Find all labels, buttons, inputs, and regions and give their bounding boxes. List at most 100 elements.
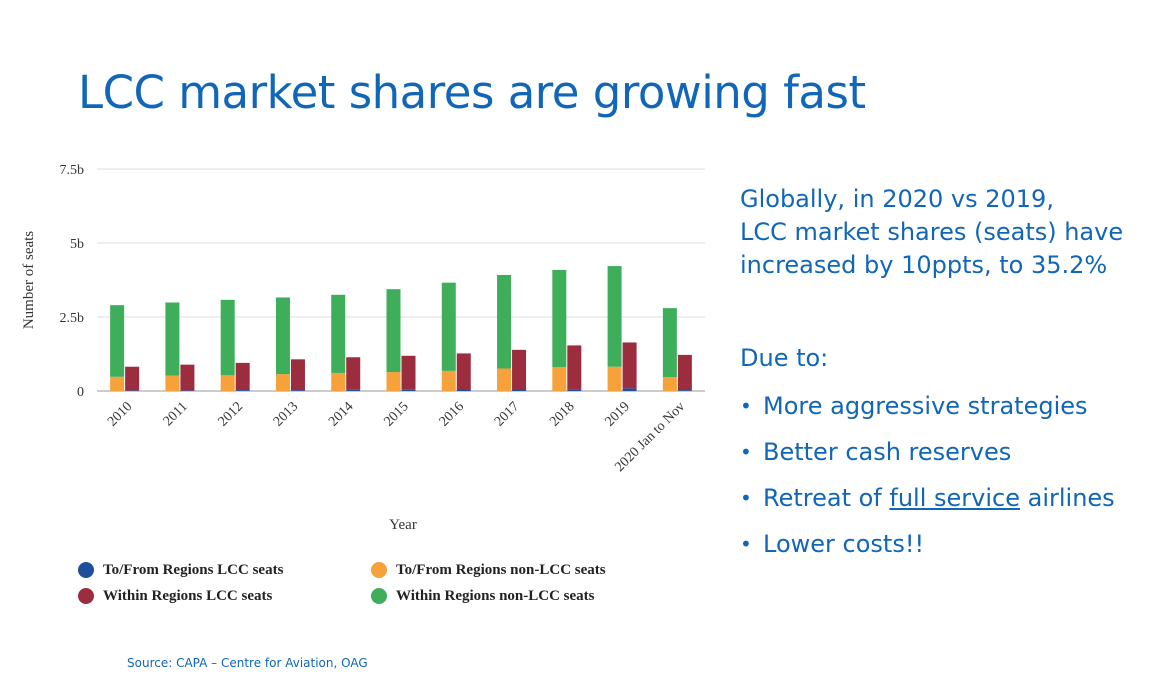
bar-segment bbox=[125, 390, 140, 391]
legend-swatch-within-lcc bbox=[78, 588, 94, 604]
bar-segment bbox=[567, 345, 582, 390]
bullet-icon: • bbox=[740, 532, 752, 556]
bar-segment bbox=[662, 377, 677, 391]
reason-item: • Better cash reserves bbox=[740, 429, 1160, 475]
y-tick-label: 5b bbox=[70, 237, 84, 252]
legend-item-tofrom-nonlcc[interactable]: To/From Regions non-LCC seats bbox=[371, 560, 671, 580]
x-tick-label: 2015 bbox=[381, 399, 411, 429]
bar-segment bbox=[235, 390, 250, 391]
bar-segment bbox=[441, 370, 456, 391]
reason-item: • More aggressive strategies bbox=[740, 383, 1160, 429]
bar-segment bbox=[235, 362, 250, 391]
x-axis-label: Year bbox=[389, 517, 417, 533]
bar-segment bbox=[567, 389, 582, 391]
bar-segment bbox=[386, 372, 401, 391]
legend-label-within-lcc: Within Regions LCC seats bbox=[103, 587, 273, 604]
bar-segment bbox=[110, 376, 125, 391]
legend-label-tofrom-nonlcc: To/From Regions non-LCC seats bbox=[396, 561, 606, 578]
bar-segment bbox=[512, 349, 527, 390]
bar-segment bbox=[512, 389, 527, 391]
legend-label-tofrom-lcc: To/From Regions LCC seats bbox=[103, 561, 284, 578]
legend-swatch-within-nonlcc bbox=[371, 588, 387, 604]
bar-segment bbox=[275, 374, 290, 391]
bar-segment bbox=[441, 282, 456, 371]
bar-segment bbox=[275, 297, 290, 375]
chart-legend: To/From Regions LCC seats To/From Region… bbox=[78, 560, 678, 606]
reason-item: • Lower costs!! bbox=[740, 521, 1160, 567]
x-tick-label: 2019 bbox=[603, 399, 633, 429]
x-tick-label: 2011 bbox=[161, 399, 191, 429]
bullet-icon: • bbox=[740, 394, 752, 418]
grid-layer bbox=[97, 168, 705, 392]
reason-text-suffix: airlines bbox=[1019, 484, 1115, 512]
bar-segment bbox=[497, 274, 512, 369]
source-note: Source: CAPA – Centre for Aviation, OAG bbox=[127, 656, 368, 670]
reason-text: Lower costs!! bbox=[763, 530, 925, 558]
bar-segment bbox=[401, 355, 416, 390]
bullet-icon: • bbox=[740, 486, 752, 510]
x-tick-label: 2012 bbox=[216, 399, 246, 429]
y-tick-label: 7.5b bbox=[60, 163, 85, 178]
legend-item-within-lcc[interactable]: Within Regions LCC seats bbox=[78, 586, 371, 606]
bar-segment bbox=[677, 354, 692, 391]
x-tick-label: 2017 bbox=[492, 399, 522, 429]
bar-segment bbox=[331, 372, 346, 391]
legend-swatch-tofrom-lcc bbox=[78, 562, 94, 578]
stacked-bar-chart: 0 2.5b 5b 7.5b 2010 2011 2012 2013 2014 2015 2016… bbox=[21, 163, 705, 533]
bar-segment bbox=[165, 375, 180, 391]
legend-swatch-tofrom-nonlcc bbox=[371, 562, 387, 578]
bar-segment bbox=[346, 357, 361, 390]
bar-segment bbox=[456, 353, 471, 390]
bars-layer bbox=[110, 266, 692, 391]
bar-segment bbox=[110, 305, 125, 377]
bar-segment bbox=[180, 390, 195, 391]
reason-text-prefix: Retreat of bbox=[763, 484, 890, 512]
reason-text: Better cash reserves bbox=[763, 438, 1012, 466]
bar-segment bbox=[662, 308, 677, 378]
bar-segment bbox=[331, 294, 346, 373]
summary-line-2: LCC market shares (seats) have bbox=[740, 218, 1124, 246]
due-to-heading: Due to: bbox=[740, 344, 829, 372]
x-tick-label: 2010 bbox=[105, 399, 135, 429]
bar-segment bbox=[165, 302, 180, 376]
y-tick-label: 2.5b bbox=[60, 311, 85, 326]
legend-item-tofrom-lcc[interactable]: To/From Regions LCC seats bbox=[78, 560, 371, 580]
summary-line-3: increased by 10ppts, to 35.2% bbox=[740, 251, 1108, 279]
reason-item: • Retreat of full service airlines bbox=[740, 475, 1160, 521]
summary-panel: Globally, in 2020 vs 2019, LCC market sh… bbox=[740, 183, 1160, 567]
bar-segment bbox=[456, 389, 471, 391]
bar-segment bbox=[220, 375, 235, 391]
bar-segment bbox=[346, 389, 361, 391]
x-axis-ticks: 2010 2011 2012 2013 2014 2015 2016 2017 2018 2019… bbox=[105, 399, 688, 475]
y-axis-label: Number of seats bbox=[21, 231, 37, 329]
bar-segment bbox=[622, 388, 637, 391]
x-tick-label: 2018 bbox=[547, 399, 577, 429]
bar-segment bbox=[552, 269, 567, 368]
slide-title: LCC market shares are growing fast bbox=[78, 66, 866, 119]
bar-segment bbox=[401, 389, 416, 391]
bar-segment bbox=[386, 289, 401, 373]
y-tick-label: 0 bbox=[77, 385, 84, 400]
bar-segment bbox=[290, 359, 305, 391]
bar-segment bbox=[125, 366, 140, 391]
legend-label-within-nonlcc: Within Regions non-LCC seats bbox=[396, 587, 595, 604]
bar-segment bbox=[607, 266, 622, 367]
x-tick-label: 2013 bbox=[271, 399, 301, 429]
bar-segment bbox=[220, 299, 235, 376]
reason-text: More aggressive strategies bbox=[763, 392, 1088, 420]
legend-item-within-nonlcc[interactable]: Within Regions non-LCC seats bbox=[371, 586, 671, 606]
bar-segment bbox=[552, 367, 567, 391]
bar-segment bbox=[497, 368, 512, 391]
bar-segment bbox=[607, 366, 622, 391]
summary-line-1: Globally, in 2020 vs 2019, bbox=[740, 185, 1054, 213]
reasons-list: • More aggressive strategies • Better ca… bbox=[740, 383, 1160, 567]
bar-segment bbox=[180, 364, 195, 391]
x-tick-label: 2014 bbox=[326, 399, 356, 429]
bar-segment bbox=[290, 390, 305, 391]
bar-segment bbox=[677, 390, 692, 391]
bullet-icon: • bbox=[740, 440, 752, 464]
bar-segment bbox=[622, 342, 637, 389]
x-tick-label: 2016 bbox=[437, 399, 467, 429]
full-service-link[interactable]: full service bbox=[889, 484, 1020, 512]
y-axis-ticks: 0 2.5b 5b 7.5b bbox=[60, 163, 85, 400]
